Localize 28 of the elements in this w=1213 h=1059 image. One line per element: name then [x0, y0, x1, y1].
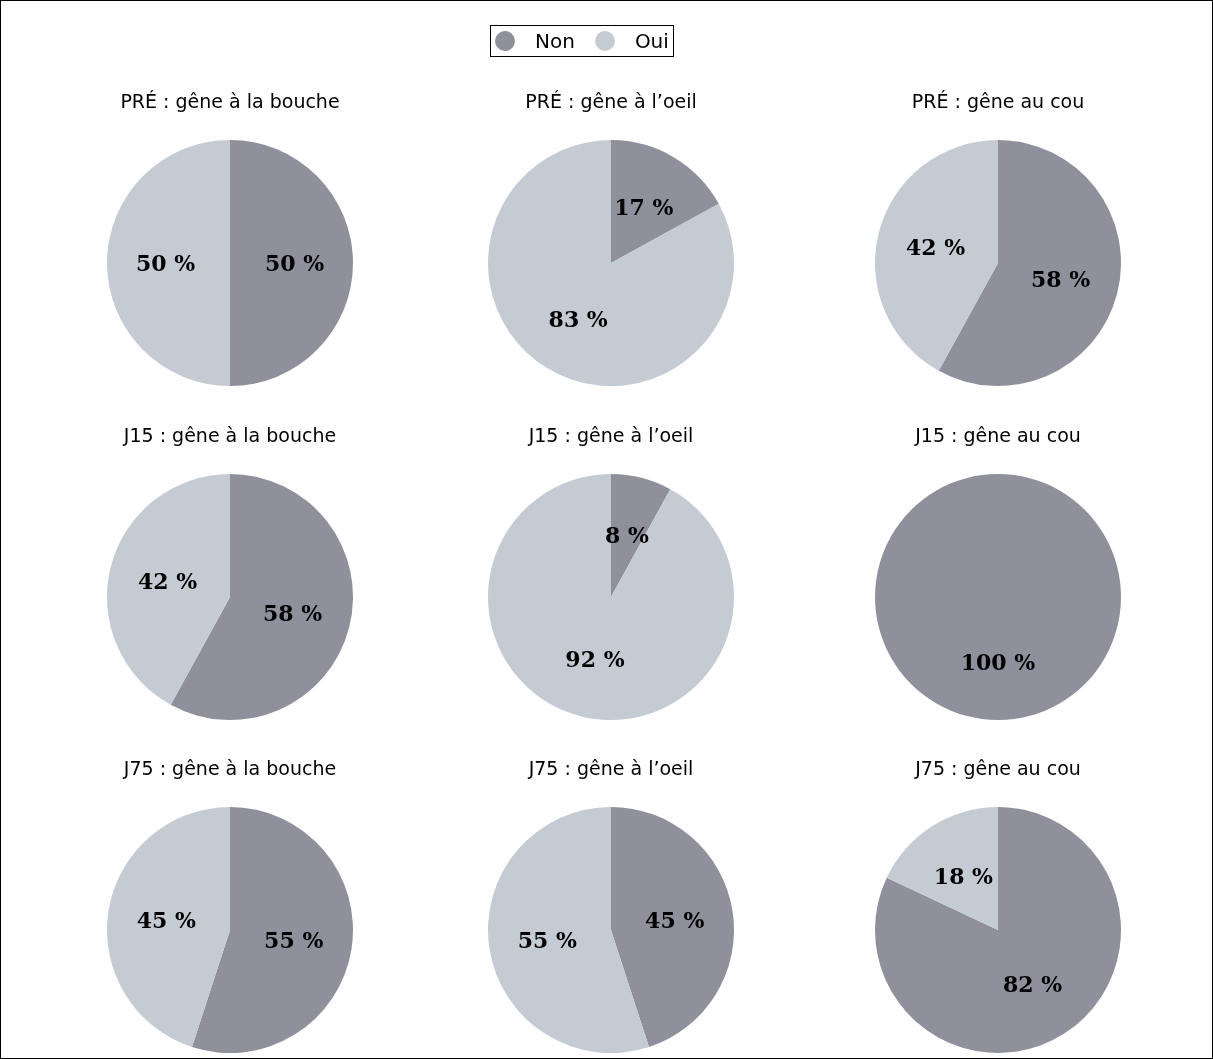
chart-title: J15 : gêne à l’oeil: [527, 423, 694, 446]
data-label: 8 %: [605, 521, 650, 548]
data-label: 45 %: [645, 906, 705, 933]
data-label: 55 %: [264, 927, 324, 954]
data-label: 18 %: [933, 862, 994, 889]
data-label: 92 %: [565, 646, 625, 673]
text: PRÉ : gêne à la bouche: [120, 89, 340, 112]
data-label: 17 %: [614, 194, 674, 221]
data-label: 45 %: [136, 906, 196, 933]
chart-title: J75 : gêne au cou: [914, 756, 1081, 779]
legend-label: Non: [535, 29, 575, 53]
data-label: 50 %: [264, 250, 325, 276]
data-label: 50 %: [135, 250, 196, 276]
data-label: 82 %: [1002, 971, 1063, 998]
chart-title: J75 : gêne à la bouche: [122, 756, 337, 779]
data-label: 42 %: [905, 233, 966, 260]
data-label: 100 %: [960, 648, 1036, 675]
data-label: 58 %: [262, 600, 323, 627]
chart-title: PRÉ : gêne au cou: [911, 89, 1085, 112]
data-label: 55 %: [517, 927, 577, 954]
data-label: 58 %: [1030, 266, 1091, 293]
chart-title: J15 : gêne au cou: [914, 423, 1081, 446]
data-label: 83 %: [548, 305, 608, 332]
chart-title: J15 : gêne à la bouche: [122, 423, 337, 446]
chart-title: PRÉ : gêne à l’oeil: [525, 89, 697, 112]
legend-label: Oui: [634, 29, 669, 53]
chart-title: J75 : gêne à l’oeil: [527, 756, 694, 779]
data-label: 42 %: [137, 567, 198, 594]
